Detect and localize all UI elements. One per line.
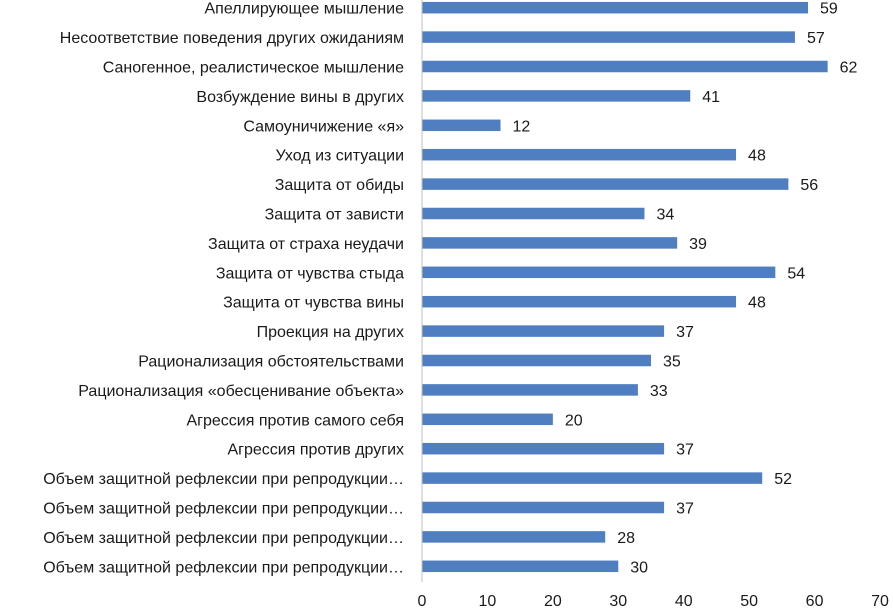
x-tick-label-4: 40 bbox=[675, 593, 693, 610]
x-tick-label-1: 10 bbox=[479, 593, 497, 610]
value-label-5: 48 bbox=[748, 148, 766, 165]
bar-8 bbox=[422, 237, 678, 249]
category-label-13: Рационализация «обесценивание объекта» bbox=[78, 383, 404, 400]
bar-17 bbox=[422, 501, 665, 514]
value-label-17: 37 bbox=[676, 501, 694, 518]
x-tick-label-0: 0 bbox=[418, 593, 427, 610]
value-label-0: 59 bbox=[820, 1, 838, 18]
value-label-12: 35 bbox=[663, 354, 681, 371]
bar-3 bbox=[422, 90, 691, 102]
value-label-14: 20 bbox=[565, 412, 583, 429]
bar-18 bbox=[422, 531, 606, 543]
bar-11 bbox=[422, 325, 665, 337]
bar-9 bbox=[422, 266, 776, 279]
category-label-12: Рационализация обстоятельствами bbox=[138, 354, 404, 371]
value-label-4: 12 bbox=[513, 118, 531, 135]
x-tick-label-5: 50 bbox=[740, 593, 758, 610]
value-label-8: 39 bbox=[689, 236, 707, 253]
value-label-3: 41 bbox=[702, 89, 720, 106]
value-label-2: 62 bbox=[840, 60, 858, 77]
x-axis-ticks-group: 0 10 20 30 40 50 60 70 bbox=[418, 593, 889, 610]
bar-15 bbox=[422, 442, 665, 455]
x-tick-label-6: 60 bbox=[806, 593, 824, 610]
category-label-6: Защита от обиды bbox=[275, 177, 404, 194]
value-label-6: 56 bbox=[800, 177, 818, 194]
value-label-10: 48 bbox=[748, 295, 766, 312]
bar-2 bbox=[422, 60, 828, 73]
value-label-9: 54 bbox=[787, 265, 805, 282]
category-label-9: Защита от чувства стыда bbox=[216, 265, 404, 282]
category-label-1: Несоответствие поведения других ожидания… bbox=[60, 30, 404, 47]
bar-13 bbox=[422, 384, 638, 396]
bar-16 bbox=[422, 472, 763, 484]
value-label-11: 37 bbox=[676, 324, 694, 341]
category-label-17: Объем защитной рефлексии при репродукции… bbox=[43, 501, 404, 518]
category-label-2: Саногенное, реалистическое мышление bbox=[103, 60, 404, 77]
category-label-16: Объем защитной рефлексии при репродукции… bbox=[43, 471, 404, 488]
value-label-15: 37 bbox=[676, 442, 694, 459]
bars-group bbox=[422, 1, 828, 573]
category-labels-group: Апеллирующее мышление Несоответствие пове… bbox=[43, 1, 404, 577]
category-label-5: Уход из ситуации bbox=[275, 148, 404, 165]
bar-1 bbox=[422, 31, 795, 43]
category-label-7: Защита от зависти bbox=[265, 207, 404, 224]
bar-19 bbox=[422, 560, 619, 573]
category-label-15: Агрессия против других bbox=[228, 442, 405, 459]
x-tick-label-2: 20 bbox=[544, 593, 562, 610]
bar-6 bbox=[422, 178, 789, 190]
value-label-7: 34 bbox=[656, 207, 674, 224]
x-tick-label-7: 70 bbox=[871, 593, 889, 610]
bar-14 bbox=[422, 413, 553, 426]
bar-0 bbox=[422, 1, 809, 14]
category-label-14: Агрессия против самого себя bbox=[187, 412, 405, 429]
value-label-1: 57 bbox=[807, 30, 825, 47]
value-label-18: 28 bbox=[617, 530, 635, 547]
category-label-8: Защита от страха неудачи bbox=[208, 236, 404, 253]
category-label-11: Проекция на других bbox=[257, 324, 404, 341]
category-label-18: Объем защитной рефлексии при репродукции… bbox=[43, 530, 404, 547]
value-labels-group: 59 57 62 41 12 48 56 34 39 54 48 37 35 33 20 37 52 37 28 30 bbox=[513, 1, 858, 577]
value-label-16: 52 bbox=[774, 471, 792, 488]
bar-12 bbox=[422, 354, 651, 367]
category-label-4: Самоуничижение «я» bbox=[243, 118, 404, 135]
category-label-10: Защита от чувства вины bbox=[223, 295, 404, 312]
value-label-13: 33 bbox=[650, 383, 668, 400]
bar-4 bbox=[422, 119, 501, 132]
category-label-3: Возбуждение вины в других bbox=[196, 89, 404, 106]
bar-5 bbox=[422, 148, 737, 161]
bar-7 bbox=[422, 207, 645, 220]
x-tick-label-3: 30 bbox=[609, 593, 627, 610]
category-label-0: Апеллирующее мышление bbox=[205, 1, 405, 18]
category-label-19: Объем защитной рефлексии при репродукции… bbox=[43, 559, 404, 576]
bar-10 bbox=[422, 295, 737, 308]
value-label-19: 30 bbox=[630, 559, 648, 576]
